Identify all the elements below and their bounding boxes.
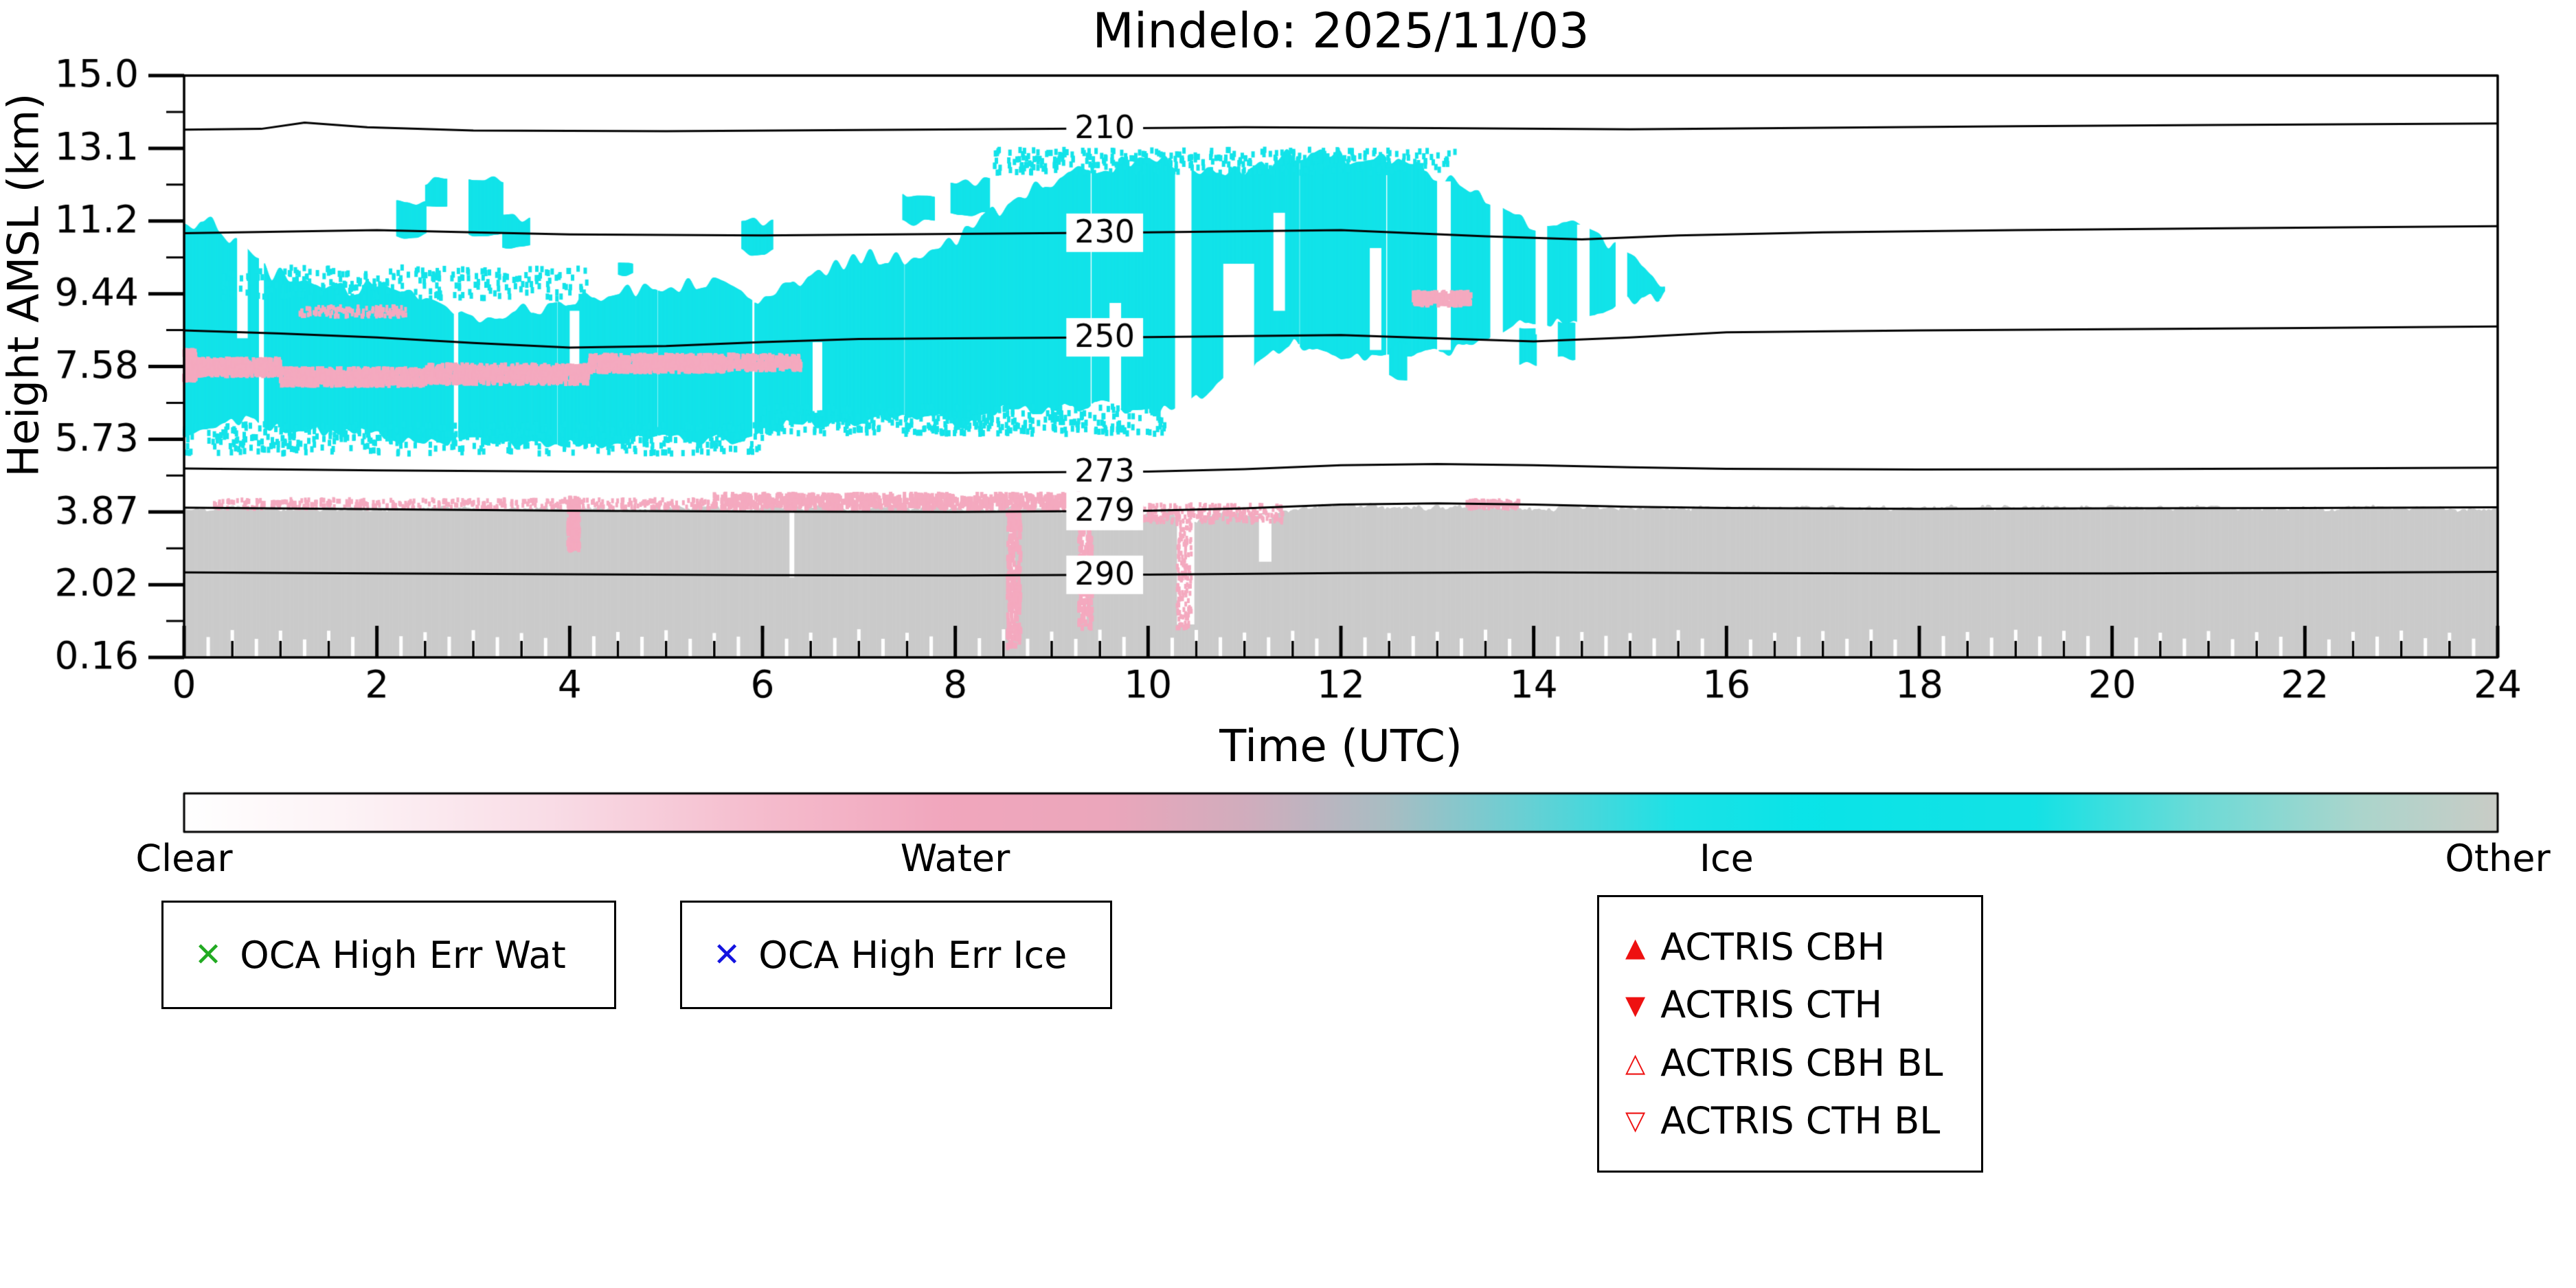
legend-label-actris-cbh: ACTRIS CBH: [1660, 925, 1886, 969]
colorbar-label-water: Water: [900, 837, 1010, 880]
legend-row-actris-cth-bl: ▽ ACTRIS CTH BL: [1625, 1099, 1981, 1142]
colorbar-label-ice: Ice: [1699, 837, 1754, 880]
triangle-up-filled-icon: ▲: [1625, 931, 1646, 962]
legend-label-oca-ice: OCA High Err Ice: [758, 933, 1067, 977]
colorbar-label-other: Other: [2445, 837, 2551, 880]
legend-label-actris-cbh-bl: ACTRIS CBH BL: [1660, 1041, 1943, 1085]
legend-row-actris-cbh-bl: △ ACTRIS CBH BL: [1625, 1041, 1981, 1085]
legend-row-actris-cth: ▼ ACTRIS CTH: [1625, 983, 1981, 1026]
x-marker-green-icon: ✕: [194, 936, 223, 974]
legend-oca-high-err-wat: ✕ OCA High Err Wat: [161, 901, 616, 1009]
legend-label-actris-cth: ACTRIS CTH: [1660, 983, 1883, 1027]
legend-label-actris-cth-bl: ACTRIS CTH BL: [1660, 1098, 1941, 1142]
x-marker-blue-icon: ✕: [713, 936, 741, 974]
triangle-down-filled-icon: ▼: [1625, 989, 1646, 1020]
legend-oca-high-err-ice: ✕ OCA High Err Ice: [680, 901, 1112, 1009]
colorbar-labels: Clear Water Ice Other: [135, 837, 2550, 880]
y-axis-label: Height AMSL (km): [0, 93, 49, 477]
legend-row-actris-cbh: ▲ ACTRIS CBH: [1625, 925, 1981, 969]
colorbar-label-clear: Clear: [135, 837, 233, 880]
chart-title: Mindelo: 2025/11/03: [1092, 3, 1590, 59]
triangle-down-open-icon: ▽: [1625, 1105, 1646, 1136]
triangle-up-open-icon: △: [1625, 1048, 1646, 1078]
legend-label-oca-wat: OCA High Err Wat: [240, 933, 566, 977]
legend-actris: ▲ ACTRIS CBH ▼ ACTRIS CTH △ ACTRIS CBH B…: [1597, 895, 1983, 1173]
x-axis-label: Time (UTC): [1219, 721, 1462, 772]
